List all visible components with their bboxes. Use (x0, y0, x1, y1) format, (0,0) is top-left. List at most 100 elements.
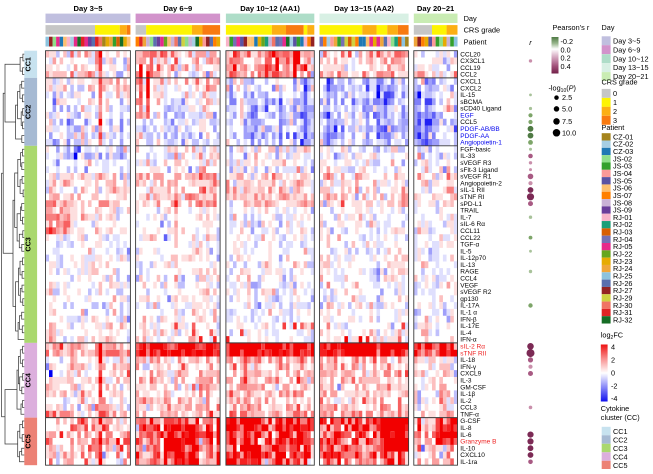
svg-text:RJ-05: RJ-05 (613, 242, 632, 251)
svg-text:IL-8: IL-8 (460, 425, 472, 432)
svg-text:JS-07: JS-07 (613, 191, 632, 200)
svg-text:CXCL2: CXCL2 (460, 85, 481, 92)
svg-text:0.2: 0.2 (561, 54, 571, 63)
svg-text:Patient: Patient (602, 123, 625, 132)
svg-text:log2FC: log2FC (601, 331, 623, 342)
svg-text:CC2: CC2 (613, 435, 628, 444)
svg-text:IL-10: IL-10 (460, 445, 475, 452)
svg-text:sBCMA: sBCMA (460, 99, 483, 106)
svg-text:2.5: 2.5 (562, 93, 572, 102)
svg-text:IL-1 α: IL-1 α (460, 310, 477, 317)
svg-text:CC2: CC2 (24, 105, 33, 119)
svg-text:Granzyme B: Granzyme B (460, 439, 496, 446)
svg-text:RJ-01: RJ-01 (613, 213, 632, 222)
svg-text:Cytokine: Cytokine (601, 404, 629, 413)
svg-text:-2: -2 (611, 381, 618, 390)
svg-text:IFN-γ: IFN-γ (460, 364, 477, 371)
svg-text:IL-3: IL-3 (460, 378, 472, 385)
svg-text:10.0: 10.0 (562, 128, 576, 137)
svg-text:RJ-32: RJ-32 (613, 315, 632, 324)
svg-text:RJ-24: RJ-24 (613, 264, 632, 273)
svg-text:CXCL1: CXCL1 (460, 79, 481, 86)
svg-text:0: 0 (613, 89, 617, 98)
svg-text:RJ-30: RJ-30 (613, 301, 632, 310)
svg-text:JS-08: JS-08 (613, 198, 632, 207)
svg-text:IL-2: IL-2 (460, 398, 472, 405)
svg-text:sVEGF R3: sVEGF R3 (460, 160, 491, 167)
svg-text:CRS grade: CRS grade (602, 78, 638, 87)
svg-text:sIL-6 Rα: sIL-6 Rα (460, 221, 485, 228)
svg-text:CC5: CC5 (613, 461, 628, 469)
svg-text:PDGF-AA: PDGF-AA (460, 133, 490, 140)
svg-text:RJ-26: RJ-26 (613, 279, 632, 288)
svg-text:IL-13: IL-13 (460, 262, 475, 269)
svg-text:CCL5: CCL5 (460, 119, 477, 126)
svg-text:CC1: CC1 (24, 57, 33, 71)
svg-text:Day 20~21: Day 20~21 (613, 72, 649, 81)
svg-text:PDGF-AB/BB: PDGF-AB/BB (460, 126, 499, 133)
svg-text:CZ-01: CZ-01 (613, 132, 633, 141)
svg-text:CZ-02: CZ-02 (613, 140, 633, 149)
svg-text:Pearson’s r: Pearson’s r (553, 23, 590, 32)
svg-text:Day 6~9: Day 6~9 (163, 4, 192, 13)
svg-text:VEGF: VEGF (460, 282, 478, 289)
svg-text:sIL-1 RII: sIL-1 RII (460, 187, 485, 194)
svg-text:RJ-25: RJ-25 (613, 272, 632, 281)
svg-text:CX3CL1: CX3CL1 (460, 58, 485, 65)
svg-text:RJ-22: RJ-22 (613, 250, 632, 259)
svg-text:0: 0 (611, 368, 615, 377)
svg-text:sIL-2 Rα: sIL-2 Rα (460, 344, 485, 351)
svg-text:-4: -4 (611, 394, 618, 403)
svg-text:CC5: CC5 (24, 434, 33, 448)
svg-text:EGF: EGF (460, 113, 473, 120)
svg-text:FGF-basic: FGF-basic (460, 146, 491, 153)
svg-text:3: 3 (613, 116, 617, 125)
svg-text:Angiopoietin-1: Angiopoietin-1 (460, 140, 502, 147)
svg-text:4: 4 (611, 343, 615, 352)
svg-text:CCL20: CCL20 (460, 51, 481, 58)
svg-text:CC4: CC4 (613, 452, 628, 461)
svg-text:IL-15: IL-15 (460, 92, 475, 99)
svg-text:IL-6: IL-6 (460, 432, 472, 439)
svg-text:CXCL9: CXCL9 (460, 371, 481, 378)
svg-text:sFlt-3 Ligand: sFlt-3 Ligand (460, 167, 498, 174)
svg-text:sTNF RII: sTNF RII (460, 350, 486, 357)
svg-text:0.0: 0.0 (561, 45, 571, 54)
svg-text:CC1: CC1 (613, 427, 628, 436)
svg-text:TNF-α: TNF-α (460, 411, 479, 418)
svg-text:IL-7: IL-7 (460, 214, 472, 221)
svg-text:GM-CSF: GM-CSF (460, 384, 486, 391)
svg-text:Day 13~15: Day 13~15 (613, 63, 649, 72)
svg-text:RJ-04: RJ-04 (613, 235, 632, 244)
svg-text:Patient: Patient (464, 38, 487, 47)
svg-text:sCD40 Ligand: sCD40 Ligand (460, 106, 502, 113)
svg-text:CRS grade: CRS grade (464, 26, 501, 35)
svg-text:TRAIL: TRAIL (460, 208, 479, 215)
svg-text:sVEGF R1: sVEGF R1 (460, 174, 491, 181)
svg-text:RJ-03: RJ-03 (613, 228, 632, 237)
svg-text:2: 2 (611, 356, 615, 365)
svg-text:CC3: CC3 (24, 237, 33, 251)
svg-text:CCL4: CCL4 (460, 276, 477, 283)
svg-text:IL-5: IL-5 (460, 248, 472, 255)
svg-text:JS-03: JS-03 (613, 162, 632, 171)
svg-text:IL-33: IL-33 (460, 153, 475, 160)
svg-text:2: 2 (613, 107, 617, 116)
svg-text:CC4: CC4 (24, 373, 33, 387)
svg-text:Day 13~15 (AA2): Day 13~15 (AA2) (334, 4, 394, 13)
svg-text:Day 6~9: Day 6~9 (613, 45, 640, 54)
svg-text:-0.2: -0.2 (561, 37, 574, 46)
svg-text:JS-04: JS-04 (613, 169, 632, 178)
svg-text:Day 20~21: Day 20~21 (417, 4, 455, 13)
svg-text:JS-09: JS-09 (613, 206, 632, 215)
svg-text:RJ-29: RJ-29 (613, 293, 632, 302)
svg-text:IL-12p70: IL-12p70 (460, 255, 486, 262)
svg-text:IL-4: IL-4 (460, 330, 472, 337)
svg-text:G-CSF: G-CSF (460, 418, 480, 425)
svg-text:CCL3: CCL3 (460, 405, 477, 412)
svg-text:Day: Day (464, 14, 477, 23)
svg-text:JS-05: JS-05 (613, 176, 632, 185)
svg-text:CCL11: CCL11 (460, 228, 480, 235)
svg-text:r: r (529, 38, 532, 47)
svg-text:Day 3~5: Day 3~5 (613, 36, 640, 45)
